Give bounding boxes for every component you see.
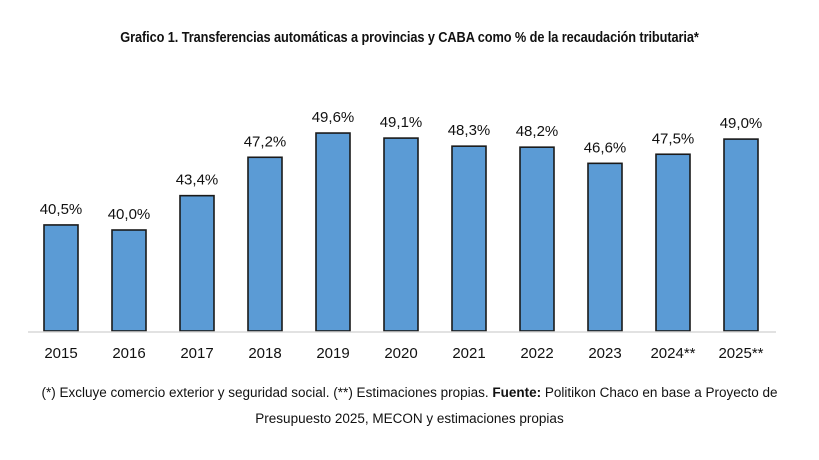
bar-2023: [587, 162, 623, 332]
x-tick-label: 2021: [452, 345, 485, 362]
chart-title: Grafico 1. Transferencias automáticas a …: [120, 30, 699, 46]
data-label: 49,6%: [312, 109, 355, 126]
data-label: 48,3%: [448, 122, 491, 139]
data-label: 49,0%: [720, 115, 763, 132]
footnote-line-1: (*) Excluye comercio exterior y segurida…: [0, 385, 819, 400]
data-label: 48,2%: [516, 123, 559, 140]
bar-2015: [43, 224, 79, 332]
x-tick-label: 2016: [112, 345, 145, 362]
data-label: 46,6%: [584, 139, 627, 156]
data-label: 47,2%: [244, 133, 287, 150]
footnote-line-2: Presupuesto 2025, MECON y estimaciones p…: [255, 411, 564, 426]
bar-2018: [247, 156, 283, 332]
bar-chart: 40,5% 2015 40,0% 2016 43,4% 2017 47,2% 2018 49,6…: [28, 109, 776, 362]
bar-2016: [111, 229, 147, 332]
x-tick-label: 2025**: [718, 345, 763, 362]
bar-2025**: [723, 138, 759, 332]
bar-2017: [179, 194, 215, 332]
x-tick-label: 2020: [384, 345, 417, 362]
footnote-source: Politikon Chaco en base a Proyecto de: [541, 385, 778, 400]
data-label: 40,0%: [108, 206, 151, 223]
x-tick-label: 2024**: [650, 345, 695, 362]
source-label: Fuente:: [492, 385, 542, 400]
footnote-notes: (*) Excluye comercio exterior y segurida…: [41, 385, 493, 400]
data-label: 40,5%: [40, 201, 83, 218]
x-tick-label: 2023: [588, 345, 621, 362]
bar-2019: [315, 132, 351, 332]
x-tick-label: 2022: [520, 345, 553, 362]
bar-2024**: [655, 153, 691, 332]
data-label: 47,5%: [652, 130, 695, 147]
bar-2020: [383, 137, 419, 332]
data-label: 49,1%: [380, 114, 423, 131]
bar-2022: [519, 146, 555, 332]
bar-2021: [451, 145, 487, 332]
x-tick-label: 2018: [248, 345, 281, 362]
x-tick-label: 2015: [44, 345, 77, 362]
x-tick-label: 2017: [180, 345, 213, 362]
data-label: 43,4%: [176, 172, 219, 189]
x-tick-label: 2019: [316, 345, 349, 362]
